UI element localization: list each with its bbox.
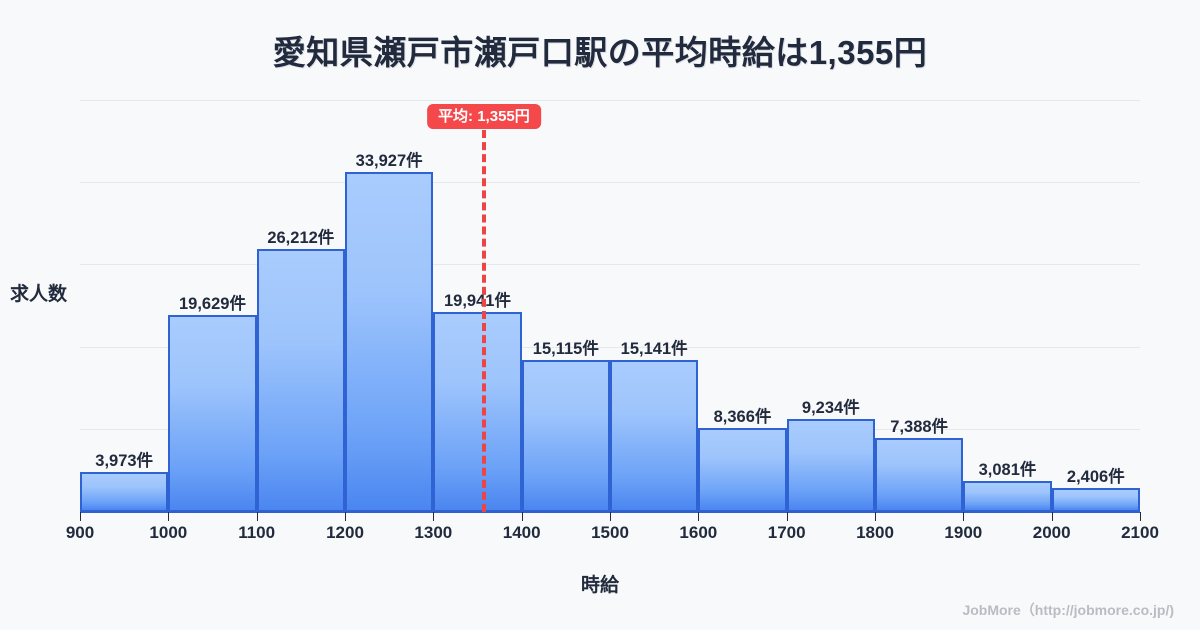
bar-value-label: 19,941件 <box>444 292 511 311</box>
gridline <box>80 264 1140 266</box>
bar-value-label: 26,212件 <box>267 229 335 248</box>
x-axis-tick <box>168 512 170 521</box>
average-badge: 平均: 1,355円 <box>427 104 541 129</box>
bar-value-label: 8,366件 <box>713 408 772 427</box>
histogram-bar[interactable] <box>80 472 169 512</box>
x-axis-tick-label: 1200 <box>326 523 364 542</box>
histogram-bar[interactable] <box>875 437 964 512</box>
x-axis-tick-label: 2100 <box>1121 523 1159 542</box>
x-axis-tick-label: 1600 <box>679 523 718 542</box>
x-axis-tick <box>345 512 346 521</box>
x-axis-tick-label: 1500 <box>591 523 629 542</box>
bar-value-label: 3,973件 <box>95 452 154 471</box>
histogram-bar[interactable] <box>168 315 257 512</box>
x-axis-tick-label: 1300 <box>414 523 453 542</box>
x-axis-tick-label: 1700 <box>767 523 806 542</box>
histogram-bar[interactable] <box>433 312 522 512</box>
x-axis-tick-label: 900 <box>65 523 95 542</box>
x-axis-tick <box>786 512 788 521</box>
bar-value-label: 19,629件 <box>179 295 246 314</box>
plot-area: 3,973件 19,629件 26,212件 33,927件 19,941件 15,115… <box>80 100 1140 512</box>
x-axis-tick-label: 1000 <box>149 523 188 542</box>
bar-value-label: 7,388件 <box>890 417 949 436</box>
x-axis-tick <box>875 512 876 521</box>
x-axis-tick-label: 1900 <box>944 523 983 542</box>
bar-value-label: 33,927件 <box>355 151 423 170</box>
x-axis-tick <box>698 512 700 521</box>
average-line <box>481 130 486 512</box>
x-axis-tick <box>521 512 523 521</box>
y-axis-title: 求人数 <box>10 284 68 305</box>
histogram-bar[interactable] <box>256 249 345 512</box>
x-axis-tick <box>1140 512 1141 521</box>
x-axis-tick <box>80 512 81 521</box>
histogram-bar[interactable] <box>521 360 610 512</box>
page-title: 愛知県瀬戸市瀬戸口駅の平均時給は1,355円 <box>272 34 928 71</box>
x-axis-title: 時給 <box>580 575 619 596</box>
histogram-bar[interactable] <box>610 360 699 512</box>
x-axis-tick-label: 1800 <box>856 523 894 542</box>
x-axis-tick-label: 1100 <box>238 523 276 542</box>
histogram-bar[interactable] <box>1051 487 1140 512</box>
gridline <box>80 182 1140 184</box>
x-axis-tick <box>610 512 611 521</box>
bar-value-label: 15,115件 <box>532 340 599 359</box>
histogram-bar[interactable] <box>345 171 434 512</box>
histogram-bar[interactable] <box>698 428 787 512</box>
bar-value-label: 3,081件 <box>978 461 1037 480</box>
bar-value-label: 15,141件 <box>620 340 688 359</box>
footer-credit: JobMore（http://jobmore.co.jp/) <box>962 602 1174 618</box>
x-axis-tick-label: 1400 <box>502 523 541 542</box>
x-axis-tick <box>1051 512 1053 521</box>
x-axis-tick <box>433 512 435 521</box>
gridline <box>80 346 1140 348</box>
gridline <box>80 100 1140 101</box>
bar-value-label: 9,234件 <box>801 399 860 418</box>
histogram-bar[interactable] <box>786 419 875 512</box>
x-axis-tick <box>256 512 258 521</box>
x-axis-tick-label: 2000 <box>1032 523 1071 542</box>
bar-value-label: 2,406件 <box>1066 467 1125 486</box>
x-axis-tick <box>963 512 965 521</box>
histogram-bar[interactable] <box>963 481 1052 512</box>
